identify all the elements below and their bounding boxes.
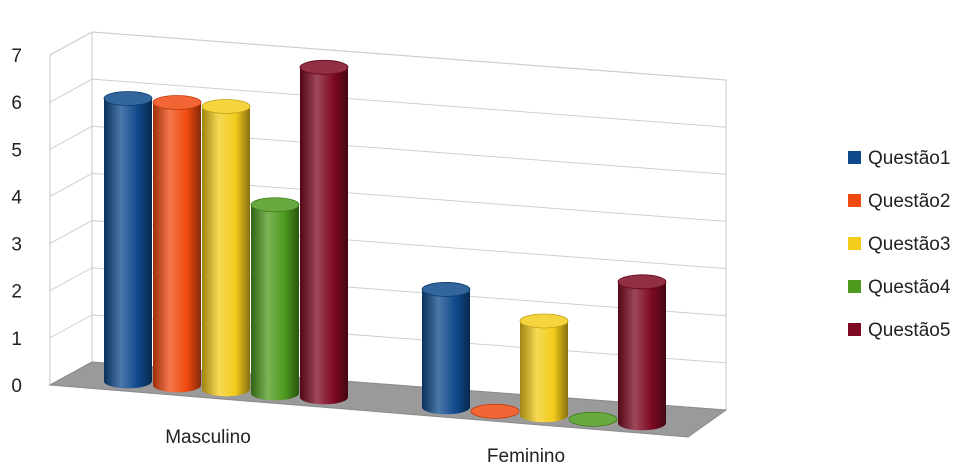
x-axis: Masculino Feminino (165, 427, 565, 465)
bar-top (201, 99, 251, 114)
legend-swatch (848, 323, 861, 336)
gridline (49, 220, 727, 270)
gridline (49, 267, 727, 317)
gridline (49, 78, 727, 128)
bar-top (519, 313, 569, 329)
bar-body (520, 320, 568, 423)
y-tick-label: 2 (11, 282, 22, 303)
legend-swatch (848, 280, 861, 293)
bar-body (153, 102, 201, 393)
gridline (49, 125, 727, 175)
bar-body (202, 106, 250, 397)
bar-questão2-masculino (152, 95, 202, 393)
side-wall (49, 31, 93, 386)
bar-top (152, 95, 202, 110)
bar-top (299, 59, 349, 75)
category-label: Feminino (487, 446, 565, 465)
gridline (49, 314, 727, 364)
y-tick-label: 6 (11, 93, 22, 114)
y-tick-label: 0 (11, 376, 22, 397)
legend-label: Questão3 (868, 234, 950, 255)
bar-questão2-feminino (470, 403, 520, 419)
bar-body (104, 98, 152, 389)
legend-label: Questão2 (868, 191, 950, 212)
bar-top (421, 282, 471, 297)
bar-questão1-masculino (103, 91, 153, 389)
gridline (49, 172, 727, 222)
bar-top (250, 197, 300, 213)
y-tick-label: 3 (11, 235, 22, 256)
legend-swatch (848, 194, 861, 207)
bar-questão3-masculino (201, 99, 251, 397)
bar-body (300, 67, 348, 405)
gridline (49, 31, 727, 81)
legend-label: Questão5 (868, 320, 950, 341)
bar-body (618, 281, 666, 431)
bar-questão5-feminino (617, 274, 667, 431)
bar-body (251, 204, 299, 401)
bar-top (617, 274, 667, 290)
bar-body (422, 289, 470, 415)
legend-swatch (848, 151, 861, 164)
y-tick-label: 5 (11, 140, 22, 161)
category-label: Masculino (165, 427, 251, 448)
y-tick-label: 7 (11, 46, 22, 67)
legend-label: Questão1 (868, 148, 950, 169)
bar-questão3-feminino (519, 313, 569, 423)
y-tick-label: 1 (11, 329, 22, 350)
chart-bars (103, 59, 667, 431)
legend-swatch (848, 237, 861, 250)
bar-top (568, 411, 618, 427)
bar-questão4-feminino (568, 411, 618, 427)
bar-questão4-masculino (250, 197, 300, 401)
chart-gridlines (49, 31, 727, 364)
legend-label: Questão4 (868, 277, 951, 298)
bar-top (103, 91, 153, 106)
legend: Questão1 Questão2 Questão3 Questão4 Questão5 (848, 148, 951, 341)
bar-questão5-masculino (299, 59, 349, 405)
bar-questão1-feminino (421, 282, 471, 415)
y-axis: 0 1 2 3 4 5 6 7 (11, 46, 22, 397)
y-tick-label: 4 (11, 187, 22, 208)
bar-top (470, 403, 520, 419)
